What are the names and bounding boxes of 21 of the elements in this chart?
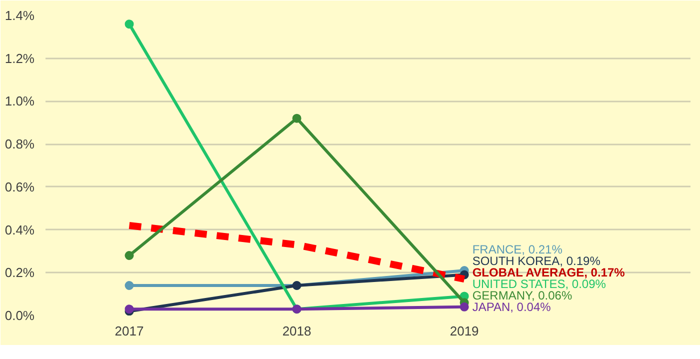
y-tick-label: 1.0% xyxy=(4,94,35,109)
point xyxy=(124,20,134,29)
x-tick-label: 2019 xyxy=(450,324,479,338)
point xyxy=(124,251,134,260)
point xyxy=(460,302,469,312)
x-tick-label: 2017 xyxy=(114,324,144,338)
y-tick-label: 0.6% xyxy=(4,179,35,194)
y-tick-label: 0.4% xyxy=(4,222,35,238)
series-label: GERMANY, 0.06% xyxy=(472,288,572,302)
point xyxy=(292,114,302,123)
series-label: FRANCE, 0.21% xyxy=(472,242,563,256)
y-tick-label: 0.0% xyxy=(4,308,35,323)
x-tick-label: 2018 xyxy=(282,324,312,338)
y-tick-label: 0.8% xyxy=(4,136,35,152)
y-tick-label: 1.4% xyxy=(4,8,35,23)
y-tick-label: 1.2% xyxy=(4,50,35,66)
series-label: GLOBAL AVERAGE, 0.17% xyxy=(472,265,626,280)
point xyxy=(124,281,134,290)
y-tick-label: 0.2% xyxy=(4,265,35,280)
series-label: JAPAN, 0.04% xyxy=(472,300,552,314)
series-label: SOUTH KOREA, 0.19% xyxy=(472,254,601,268)
